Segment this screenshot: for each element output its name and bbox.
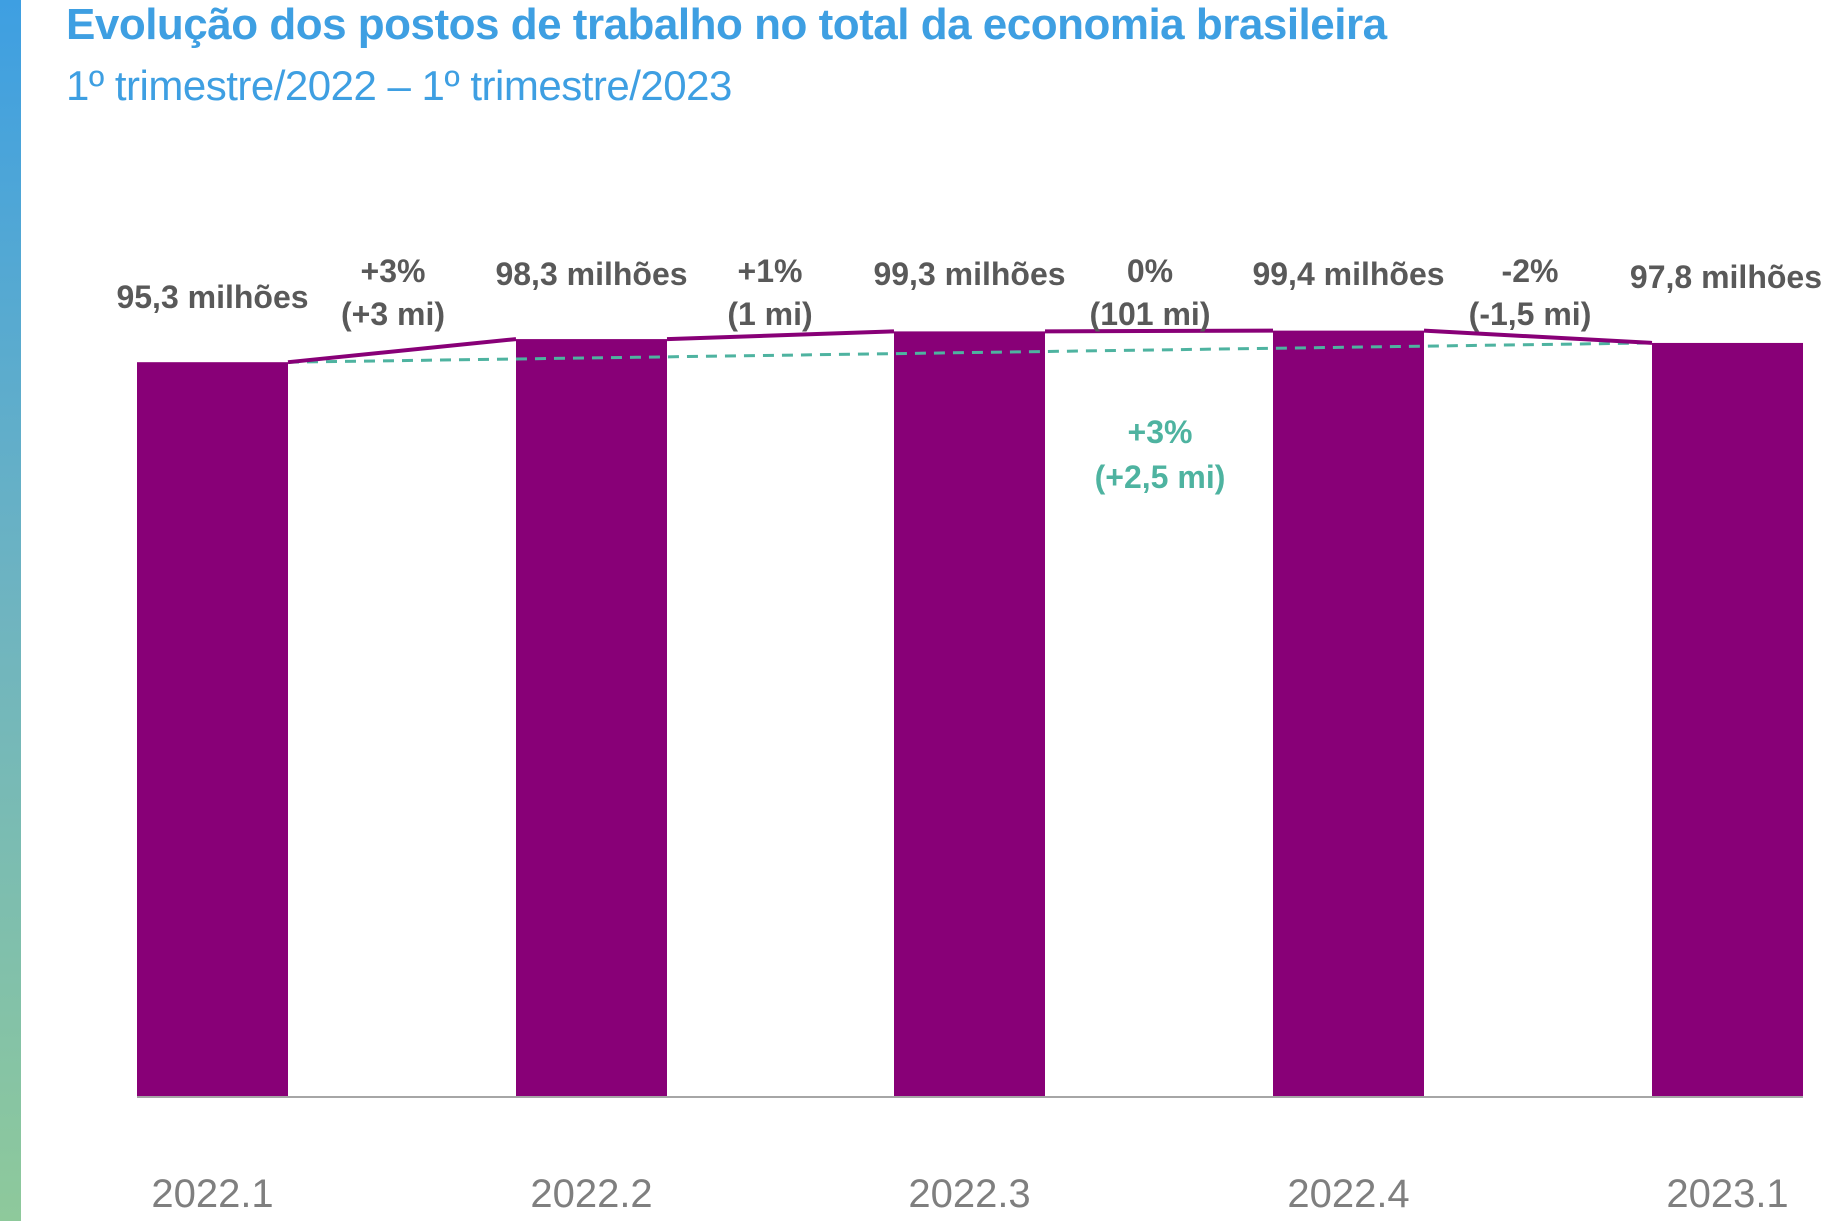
chart-title: Evolução dos postos de trabalho no total…: [66, 0, 1387, 49]
accent-bar: [0, 0, 21, 1221]
x-tick-label: 2022.1: [151, 1172, 273, 1216]
change-abs-label: (+3 mi): [341, 296, 445, 332]
bar-2023.1: [1652, 342, 1803, 1096]
bar-2022.4: [1273, 330, 1424, 1096]
change-pct-label: -2%: [1502, 253, 1559, 289]
connector-line-1: [287, 337, 517, 365]
bar-value-label: 95,3 milhões: [116, 279, 308, 315]
trend-abs-label: (+2,5 mi): [1095, 459, 1226, 495]
bar-2022.3: [894, 331, 1045, 1096]
x-tick-label: 2022.3: [908, 1172, 1030, 1216]
bar-value-label: 98,3 milhões: [495, 256, 687, 292]
bar-2022.2: [516, 339, 667, 1097]
x-tick-label: 2022.2: [530, 1172, 652, 1216]
trend-pct-label: +3%: [1128, 414, 1193, 450]
x-tick-label: 2022.4: [1287, 1172, 1409, 1216]
connector-line-3: [1044, 328, 1274, 334]
chart-subtitle: 1º trimestre/2022 – 1º trimestre/2023: [66, 62, 732, 109]
x-tick-label: 2023.1: [1666, 1172, 1788, 1216]
change-abs-label: (101 mi): [1090, 296, 1211, 332]
change-pct-label: +1%: [738, 253, 803, 289]
change-abs-label: (1 mi): [727, 296, 812, 332]
connector-line-2: [666, 329, 895, 342]
change-abs-label: (-1,5 mi): [1469, 296, 1592, 332]
bar-2022.1: [137, 362, 288, 1096]
connector-line-4: [1423, 328, 1653, 345]
bar-value-label: 99,4 milhões: [1252, 256, 1444, 292]
change-pct-label: 0%: [1127, 253, 1173, 289]
bar-value-label: 97,8 milhões: [1630, 259, 1822, 295]
bar-value-label: 99,3 milhões: [873, 256, 1065, 292]
change-pct-label: +3%: [361, 253, 426, 289]
